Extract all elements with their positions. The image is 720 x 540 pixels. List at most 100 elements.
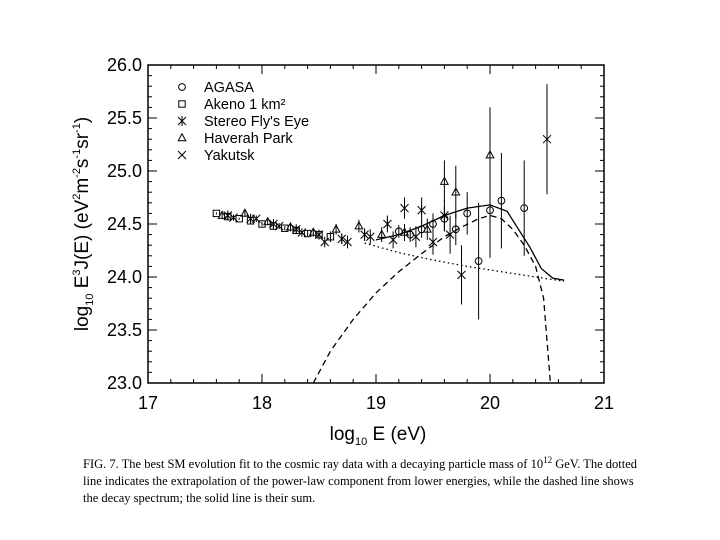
point-marker xyxy=(497,196,506,205)
point-marker xyxy=(308,227,318,236)
marker-square xyxy=(178,100,186,108)
legend-label: AGASA xyxy=(204,80,254,96)
data-point xyxy=(240,208,250,217)
data-point xyxy=(212,209,221,218)
legend-marker xyxy=(178,83,186,91)
point-marker xyxy=(377,229,387,238)
marker-triangle xyxy=(354,220,364,230)
marker-asterisk xyxy=(269,219,278,229)
marker-x xyxy=(445,230,455,239)
point-marker xyxy=(429,220,437,228)
data-point xyxy=(343,235,352,249)
data-point xyxy=(394,225,403,238)
series-triangle xyxy=(217,107,495,243)
point-marker xyxy=(354,220,364,230)
point-marker xyxy=(314,229,324,240)
point-marker xyxy=(212,209,221,218)
point-marker xyxy=(451,225,460,234)
marker-asterisk xyxy=(400,203,409,214)
data-point xyxy=(229,213,238,222)
caption-exponent: 12 xyxy=(543,454,553,465)
data-point xyxy=(331,224,341,235)
point-marker xyxy=(274,221,284,231)
marker-triangle xyxy=(422,224,432,233)
y-tick-labels: 23.0 23.5 24.0 24.5 25.0 25.5 26.0 xyxy=(107,55,142,393)
point-marker xyxy=(251,214,261,224)
data-point xyxy=(326,231,335,243)
point-marker xyxy=(240,208,250,217)
point-marker xyxy=(229,213,238,222)
y-tick-label: 23.5 xyxy=(107,320,142,340)
data-point xyxy=(451,165,461,219)
data-point xyxy=(485,107,495,203)
marker-asterisk xyxy=(360,229,369,240)
marker-triangle xyxy=(308,227,318,236)
data-point xyxy=(360,228,369,241)
data-point xyxy=(308,227,318,237)
point-marker xyxy=(217,210,227,219)
y-tick-label: 25.5 xyxy=(107,108,142,128)
model-curves xyxy=(312,204,565,383)
point-marker xyxy=(365,232,375,242)
legend-entry: Haverah Park xyxy=(177,131,293,147)
data-point xyxy=(235,215,243,223)
marker-x xyxy=(411,232,421,242)
marker-asterisk xyxy=(383,219,392,229)
data-point xyxy=(314,229,324,240)
curve-dashed xyxy=(312,214,552,383)
point-marker xyxy=(451,186,461,196)
y-tick-label: 24.5 xyxy=(107,214,142,234)
legend-label: Stereo Fly's Eye xyxy=(204,114,309,130)
x-tick-label: 21 xyxy=(594,393,614,413)
marker-triangle xyxy=(240,208,250,217)
data-point xyxy=(258,220,266,228)
legend-marker xyxy=(177,116,187,126)
point-marker xyxy=(457,270,466,280)
marker-square xyxy=(258,220,266,228)
data-point xyxy=(297,228,307,237)
point-marker xyxy=(360,229,369,240)
legend-entry: Yakutsk xyxy=(177,148,255,164)
y-tick-label: 23.0 xyxy=(107,373,142,393)
x-axis-label: log10 E (eV) xyxy=(330,424,427,448)
point-marker xyxy=(285,221,296,231)
marker-circle xyxy=(429,220,437,228)
marker-triangle xyxy=(263,216,273,226)
data-point xyxy=(291,224,301,235)
data-point xyxy=(388,231,398,249)
point-marker xyxy=(297,228,307,237)
legend-marker xyxy=(178,100,186,108)
data-point xyxy=(542,84,552,195)
marker-circle xyxy=(451,225,460,234)
data-point xyxy=(251,214,261,224)
axis-ticks xyxy=(147,64,605,384)
legend-marker xyxy=(177,132,187,142)
data-point xyxy=(365,229,375,245)
point-marker xyxy=(440,210,449,221)
marker-circle xyxy=(497,196,506,205)
point-marker xyxy=(326,233,335,241)
point-marker xyxy=(337,233,347,244)
point-marker xyxy=(269,219,278,229)
marker-circle xyxy=(463,209,472,218)
data-point xyxy=(285,221,296,232)
point-marker xyxy=(235,215,243,223)
marker-x xyxy=(251,214,261,224)
point-marker xyxy=(388,235,398,245)
series-x xyxy=(229,213,466,305)
marker-asterisk xyxy=(542,134,552,145)
marker-asterisk xyxy=(440,210,449,221)
point-marker xyxy=(258,220,266,228)
marker-x xyxy=(388,235,398,245)
marker-asterisk xyxy=(337,233,347,244)
cosmic-ray-spectrum-chart: 17 18 19 20 21 23.023.524.024.525.025.526.0 … xyxy=(71,55,614,448)
caption-part1: FIG. 7. The best SM evolution fit to the… xyxy=(83,457,544,471)
marker-x xyxy=(457,270,466,280)
marker-triangle xyxy=(177,132,187,142)
data-point xyxy=(463,192,472,235)
legend-marker xyxy=(177,150,187,160)
point-marker xyxy=(320,237,330,247)
data-point xyxy=(457,245,466,305)
marker-triangle xyxy=(399,227,410,236)
